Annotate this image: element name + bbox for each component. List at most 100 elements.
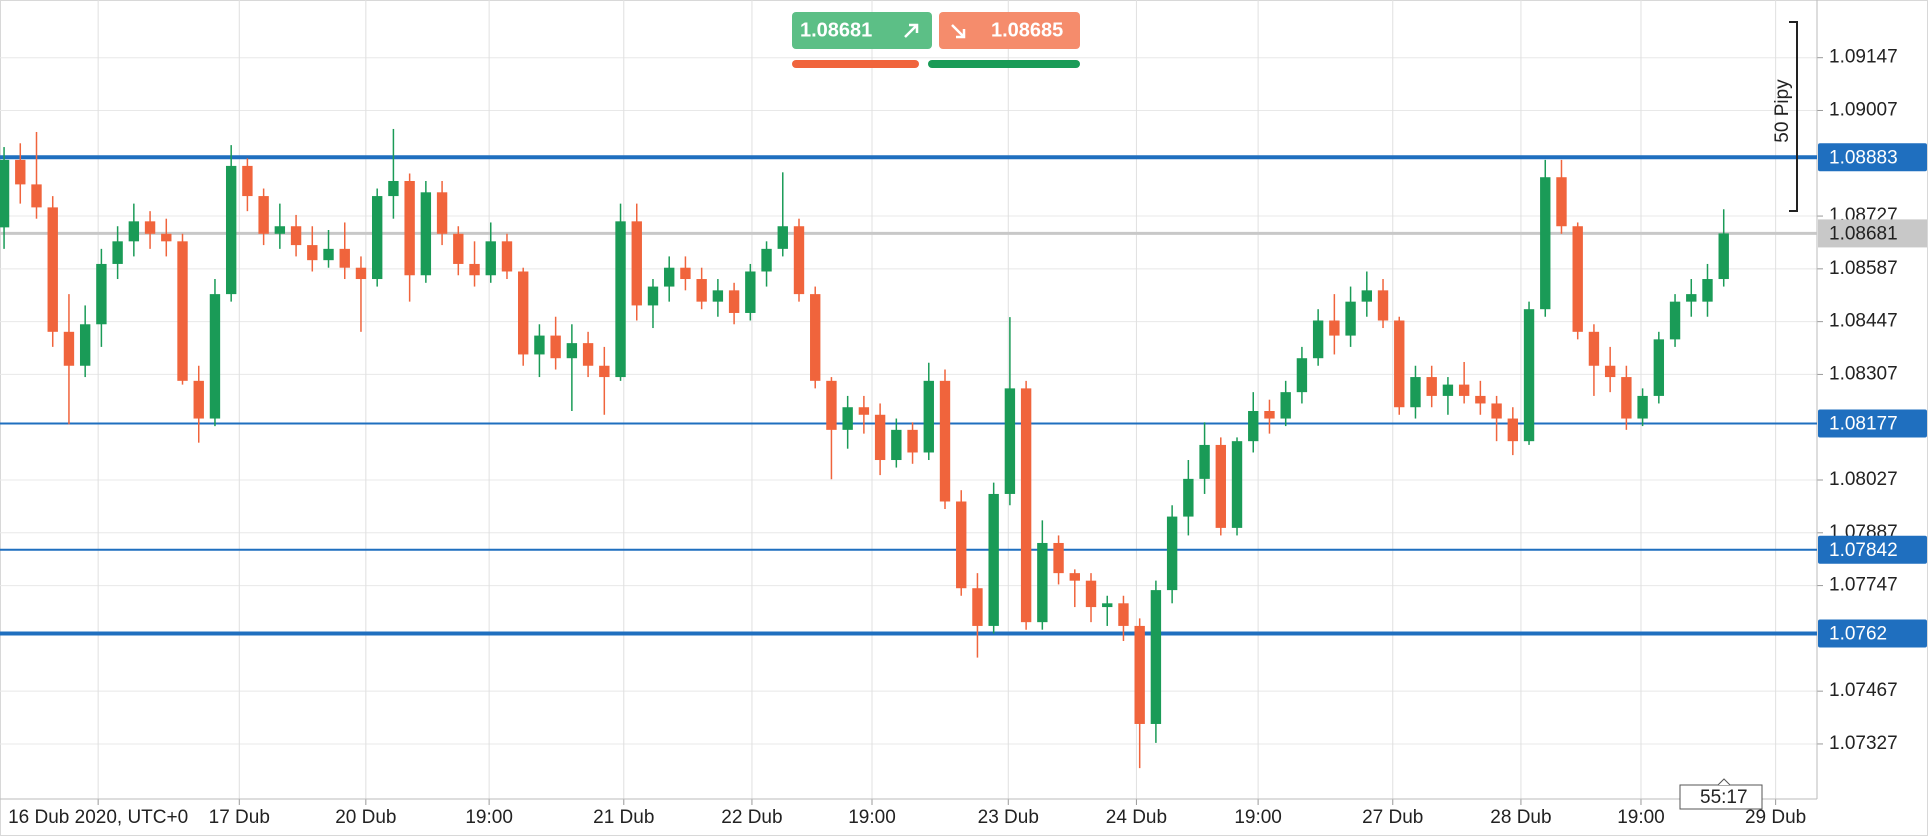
y-tick-label: 1.08587	[1829, 258, 1898, 279]
candle-body	[307, 245, 318, 261]
y-tick-label: 1.08307	[1829, 363, 1898, 384]
candle-body	[1118, 603, 1129, 626]
candle-body	[712, 290, 724, 302]
candle-body	[842, 407, 853, 430]
candle-body	[631, 221, 642, 306]
candle-body	[1280, 392, 1291, 419]
price-level-label: 1.0762	[1829, 623, 1887, 644]
candle-body	[128, 221, 140, 242]
candle-body	[0, 159, 10, 228]
candle-body	[1329, 320, 1340, 336]
buy-price: 1.08685	[991, 19, 1063, 41]
candle-body	[1053, 542, 1064, 574]
timer-label: 55:17	[1700, 787, 1748, 808]
candle-body	[1264, 411, 1275, 419]
candle-body	[469, 263, 480, 276]
timer-pointer	[1717, 778, 1731, 786]
sell-arrow	[904, 23, 919, 38]
candle-body	[664, 267, 675, 287]
candle-body	[1442, 384, 1454, 396]
x-tick-label: 21 Dub	[593, 807, 654, 828]
candle-body	[1669, 301, 1681, 340]
candle-body	[323, 248, 334, 261]
candle-body	[258, 196, 269, 234]
candle-body	[1572, 226, 1583, 332]
candle-body	[1069, 573, 1080, 581]
candle-body	[1702, 279, 1713, 302]
candle-body	[1296, 358, 1308, 393]
candle-body	[761, 248, 772, 272]
current-price-tag	[1818, 219, 1927, 248]
candle-body	[112, 241, 123, 264]
x-tick-label: 24 Dub	[1106, 807, 1167, 828]
measure-label: 50 Pipy	[1772, 79, 1793, 143]
candle-body	[355, 267, 367, 280]
candle-body	[907, 429, 918, 453]
candle-body	[436, 192, 448, 234]
candle-body	[1037, 542, 1048, 623]
y-tick-label: 1.08027	[1829, 469, 1898, 490]
price-level-label: 1.08177	[1829, 413, 1898, 434]
candle-body	[550, 335, 561, 359]
buy-arrow	[951, 24, 966, 39]
candle-body	[1085, 580, 1097, 608]
candle-body	[1475, 395, 1486, 404]
candle-body	[972, 588, 983, 626]
x-tick-label: 27 Dub	[1362, 807, 1423, 828]
candle-body	[1588, 331, 1600, 366]
candle-body	[1231, 441, 1243, 528]
candle-body	[1394, 320, 1405, 408]
candle-body	[1312, 320, 1324, 359]
candle-body	[161, 233, 172, 242]
candle-body	[1150, 590, 1162, 724]
candle-body	[826, 380, 837, 430]
candle-body	[647, 286, 659, 306]
candle-body	[339, 248, 350, 268]
candle-body	[47, 207, 58, 332]
candle-body	[1248, 411, 1259, 442]
candle-body	[1604, 365, 1616, 378]
candle-body	[939, 380, 951, 502]
candle-body	[193, 380, 204, 419]
candle-body	[79, 324, 91, 366]
candle-body	[1718, 233, 1729, 280]
candle-body	[728, 290, 740, 313]
candle-body	[1361, 290, 1372, 302]
candle-body	[242, 165, 253, 197]
candle-body	[274, 226, 286, 234]
candle-body	[177, 241, 188, 381]
y-tick-label: 1.07467	[1829, 680, 1898, 701]
candle-body	[777, 226, 788, 249]
candle-body	[290, 226, 302, 246]
candle-body	[1199, 444, 1210, 479]
candle-body	[501, 241, 513, 272]
candle-body	[96, 263, 107, 325]
candle-body	[1653, 339, 1665, 396]
candle-body	[923, 380, 934, 453]
x-tick-label: 23 Dub	[978, 807, 1039, 828]
candle-body	[404, 180, 415, 276]
candle-body	[453, 233, 464, 264]
candle-body	[1426, 377, 1437, 396]
candle-body	[1491, 403, 1502, 419]
sell-button[interactable]: 1.08681	[792, 12, 932, 49]
candle-body	[858, 407, 870, 415]
candle-body	[1215, 444, 1226, 528]
price-level-tag	[1818, 143, 1927, 172]
candle-body	[1102, 603, 1113, 608]
price-level-label: 1.07842	[1829, 540, 1898, 561]
sell-price: 1.08681	[800, 19, 872, 41]
candle-body	[680, 267, 691, 280]
y-tick-label: 1.09147	[1829, 47, 1898, 68]
x-tick-label: 17 Dub	[209, 807, 270, 828]
current-price-label: 1.08681	[1829, 223, 1898, 244]
y-tick-label: 1.07747	[1829, 575, 1898, 596]
sell-button-bg	[792, 12, 932, 49]
buy-button[interactable]: 1.08685	[939, 12, 1080, 49]
candle-body	[518, 271, 529, 355]
x-tick-label: 28 Dub	[1490, 807, 1551, 828]
candle-body	[63, 331, 75, 366]
x-tick-label: 19:00	[848, 807, 896, 828]
